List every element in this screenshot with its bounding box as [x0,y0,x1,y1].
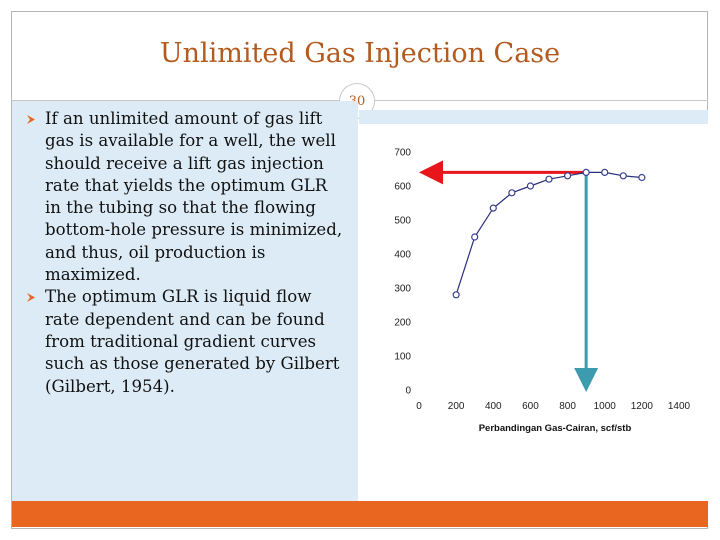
chart-panel [359,110,708,501]
bullet-item: The optimum GLR is liquid flow rate depe… [26,286,346,397]
data-point [545,175,553,183]
data-point [452,291,460,299]
x-axis-ticks: 0 200 400 600 800 1000 1200 1400 [416,401,690,412]
x-tick-label: 200 [448,401,465,412]
y-tick-label: 200 [394,318,411,329]
title-rule-left [12,100,339,101]
y-tick-label: 700 [394,148,411,159]
data-point [471,233,479,241]
x-tick-label: 0 [416,401,422,412]
bullet-text: If an unlimited amount of gas lift gas i… [45,109,343,285]
title-rule-right [375,100,708,101]
text-panel [12,101,358,501]
series-line [455,171,642,295]
data-point [619,172,627,180]
bullet-list: If an unlimited amount of gas lift gas i… [26,108,346,398]
slide-title: Unlimited Gas Injection Case [159,38,561,69]
data-point [489,204,497,212]
y-tick-label: 500 [394,216,411,227]
glr-chart: 0 100 200 300 400 500 600 700 0 200 400 600 800 1000… [394,148,690,435]
y-tick-label: 600 [394,182,411,193]
data-point [582,168,590,177]
data-point [638,173,646,182]
data-point [563,172,572,180]
x-axis-label: Perbandingan Gas-Cairan, scf/stb [479,423,632,434]
x-tick-label: 1400 [668,401,691,412]
bottom-accent-bar [12,501,708,527]
y-tick-label: 300 [394,284,411,295]
x-tick-label: 600 [522,401,539,412]
x-tick-label: 400 [485,401,502,412]
chevron-bullet-icon [27,293,35,303]
data-point [508,189,516,197]
x-tick-label: 800 [559,401,576,412]
y-tick-label: 100 [394,352,411,363]
y-tick-label: 400 [394,250,411,261]
data-point [526,182,535,190]
chevron-bullet-icon [27,115,35,124]
bullet-text: The optimum GLR is liquid flow rate depe… [45,287,340,396]
data-point [601,168,609,177]
x-tick-label: 1200 [631,401,654,412]
optimum-arrows [419,160,599,392]
y-tick-label: 0 [405,386,411,397]
bullet-item: If an unlimited amount of gas lift gas i… [26,108,346,286]
y-axis-ticks: 0 100 200 300 400 500 600 700 [394,148,411,397]
data-points [452,168,646,299]
x-tick-label: 1000 [594,401,617,412]
